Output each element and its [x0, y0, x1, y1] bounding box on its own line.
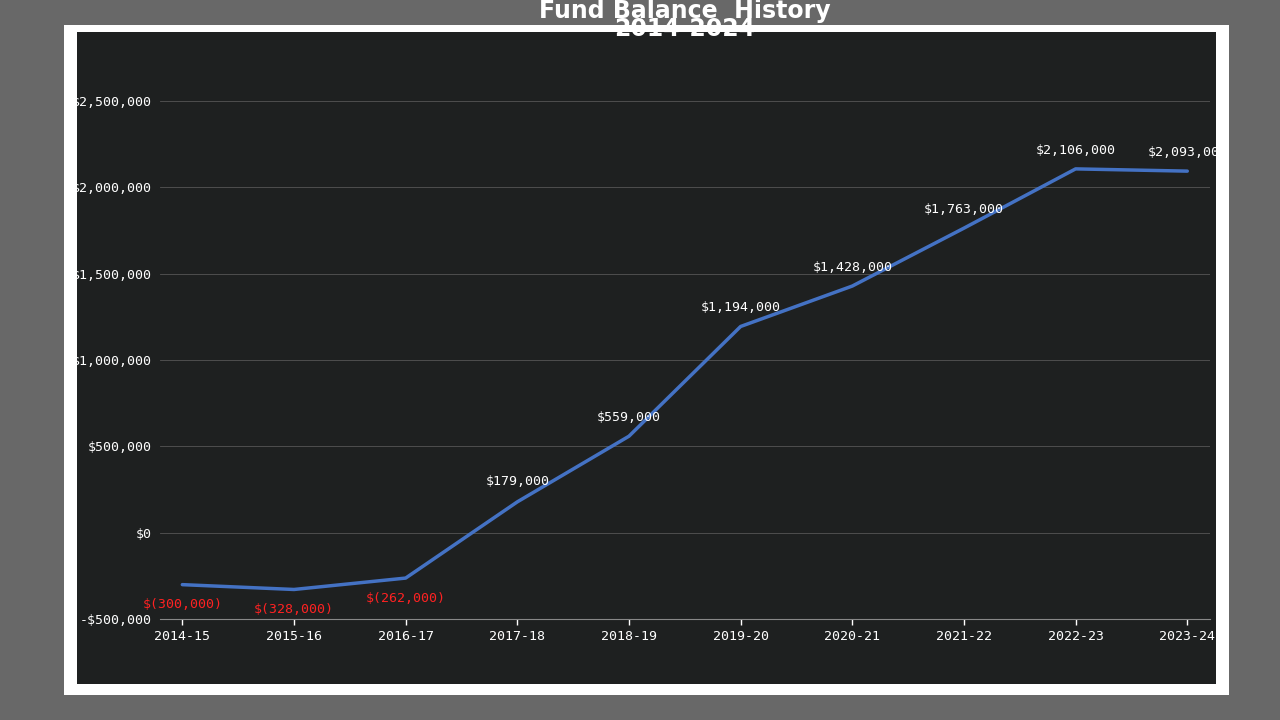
Text: $2,106,000: $2,106,000	[1036, 144, 1116, 157]
Text: $559,000: $559,000	[596, 411, 660, 424]
Text: $1,763,000: $1,763,000	[924, 203, 1004, 216]
Text: $179,000: $179,000	[485, 475, 549, 488]
Text: $1,194,000: $1,194,000	[700, 302, 781, 315]
Text: $1,428,000: $1,428,000	[813, 261, 892, 274]
Text: $2,093,000: $2,093,000	[1147, 146, 1228, 159]
Text: $(300,000): $(300,000)	[142, 598, 223, 611]
Text: $(262,000): $(262,000)	[366, 592, 445, 605]
Text: $(328,000): $(328,000)	[253, 603, 334, 616]
Text: Fund Balance  History: Fund Balance History	[539, 0, 831, 23]
Text: 2014-2024: 2014-2024	[614, 17, 755, 41]
